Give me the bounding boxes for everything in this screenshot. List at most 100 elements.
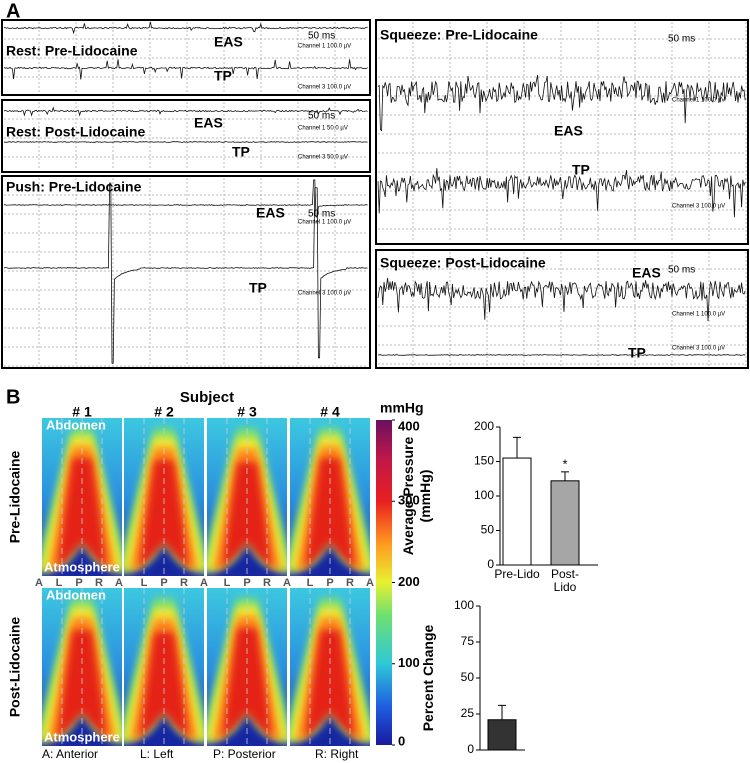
channel-label: Channel 3 50.0 µV	[298, 155, 348, 161]
y-tick-label: 75	[461, 634, 475, 648]
subject-label: # 3	[237, 404, 257, 420]
y-axis-label: Average Pressure (mmHg)	[400, 436, 433, 556]
time-scale: 50 ms	[308, 209, 335, 220]
heatmap	[124, 588, 204, 746]
panel-label: B	[6, 386, 20, 408]
emg-panel: Squeeze: Pre-Lidocaine EAS TP 50 ms Channel …	[375, 19, 749, 245]
axis-letter: R	[95, 577, 103, 589]
channel-label: Channel 1 100.0 µV	[298, 44, 351, 50]
signal-label: EAS	[554, 123, 583, 139]
signal-label: TP	[249, 280, 267, 296]
y-tick-label: 150	[474, 454, 494, 468]
heatmap	[124, 418, 204, 576]
axis-letter: R	[263, 577, 271, 589]
y-tick-label: 0	[487, 557, 494, 571]
heatmap-band	[221, 628, 273, 743]
colorbar-unit: mmHg	[380, 400, 424, 416]
heatmap-band	[304, 630, 356, 743]
heatmap	[290, 418, 370, 576]
colorbar	[376, 420, 392, 745]
colorbar-tick-label: 400	[398, 418, 420, 433]
emg-trace	[377, 74, 746, 132]
y-tick-label: 50	[461, 670, 475, 684]
emg-trace	[3, 179, 368, 218]
channel-label: Channel 1 100.0 µV	[672, 312, 725, 318]
emg-trace	[377, 168, 746, 218]
colorbar-tick-label: 200	[398, 574, 420, 589]
emg-trace	[4, 141, 368, 143]
time-scale: 50 ms	[668, 265, 695, 276]
channel-label: Channel 1 50.0 µV	[298, 126, 348, 132]
channel-label: Channel 3 100.0 µV	[672, 346, 725, 352]
region-label: Atmosphere	[44, 729, 120, 744]
signal-label: EAS	[256, 205, 285, 221]
heatmap-band	[138, 460, 190, 573]
emg-trace	[3, 21, 368, 35]
channel-label: Channel 1 100.0 µV	[298, 220, 351, 226]
subject-heading: Subject	[180, 389, 234, 406]
axis-letter: L	[307, 577, 314, 589]
emg-trace	[377, 354, 746, 356]
axis-letter: L	[56, 577, 63, 589]
legend-text: L: Left	[140, 747, 174, 761]
time-scale: 50 ms	[668, 34, 695, 45]
subject-label: # 1	[72, 404, 92, 420]
time-scale: 50 ms	[308, 31, 335, 42]
axis-letter: A	[366, 577, 374, 589]
channel-label: Channel 3 100.0 µV	[298, 291, 351, 297]
legend-text: A: Anterior	[42, 747, 98, 761]
emg-panel: Rest: Pre-Lidocaine EAS TP 50 ms Channel 1 1…	[1, 19, 371, 96]
axis-letter: A	[115, 577, 123, 589]
channel-label: Channel 3 100.0 µV	[298, 85, 351, 91]
axis-letter: P	[160, 577, 167, 589]
panel-label: A	[6, 0, 20, 22]
panel-title: Rest: Pre-Lidocaine	[6, 43, 138, 59]
region-label: Atmosphere	[44, 559, 120, 574]
colorbar-tick-label: 300	[398, 493, 420, 508]
heatmap-band	[221, 462, 273, 573]
emg-trace	[3, 182, 368, 364]
bar	[502, 457, 532, 566]
y-tick-label: 0	[467, 742, 474, 756]
y-axis-label: Percent Change	[420, 624, 436, 732]
axis-letter: A	[200, 577, 208, 589]
panel-frame	[375, 19, 749, 245]
signal-label: EAS	[194, 115, 223, 131]
emg-panel: Squeeze: Post-Lidocaine EAS TP 50 ms Channel…	[375, 249, 749, 369]
panel-frame	[1, 175, 371, 369]
x-tick-label: Pre-Lido	[494, 567, 540, 581]
signal-label: TP	[214, 68, 232, 84]
heatmap	[207, 588, 287, 746]
bar	[487, 719, 517, 751]
panel-title: Push: Pre-Lidocaine	[6, 179, 142, 195]
axis-letter: L	[141, 577, 148, 589]
emg-trace	[3, 106, 368, 117]
panel-title: Squeeze: Pre-Lidocaine	[380, 27, 538, 43]
colorbar-tick-label: 100	[398, 655, 420, 670]
emg-trace	[377, 277, 746, 322]
annotation: *	[562, 456, 567, 471]
heatmap-band	[56, 458, 108, 573]
y-tick-label: 100	[454, 598, 474, 612]
subject-label: # 2	[154, 404, 174, 420]
panel-title: Rest: Post-Lidocaine	[6, 124, 145, 140]
axis-letter: L	[224, 577, 231, 589]
condition-label: Post-Lidocaine	[7, 617, 23, 718]
axis-letter: A	[35, 577, 43, 589]
emg-trace	[3, 59, 368, 80]
heatmap-band	[304, 458, 356, 573]
legend-text: P: Posterior	[213, 747, 276, 761]
axis-letter: P	[326, 577, 333, 589]
axis-letter: P	[243, 577, 250, 589]
signal-label: TP	[628, 345, 646, 361]
legend-text: R: Right	[315, 747, 359, 761]
colorbar-tick-label: 0	[398, 733, 405, 748]
y-tick-label: 50	[481, 523, 495, 537]
emg-panel: Rest: Post-Lidocaine EAS TP 50 ms Channel 1 …	[1, 99, 371, 173]
axis-letter: A	[283, 577, 291, 589]
signal-label: TP	[572, 162, 590, 178]
signal-label: EAS	[632, 265, 661, 281]
heatmap	[42, 588, 122, 746]
axis-letter: R	[180, 577, 188, 589]
